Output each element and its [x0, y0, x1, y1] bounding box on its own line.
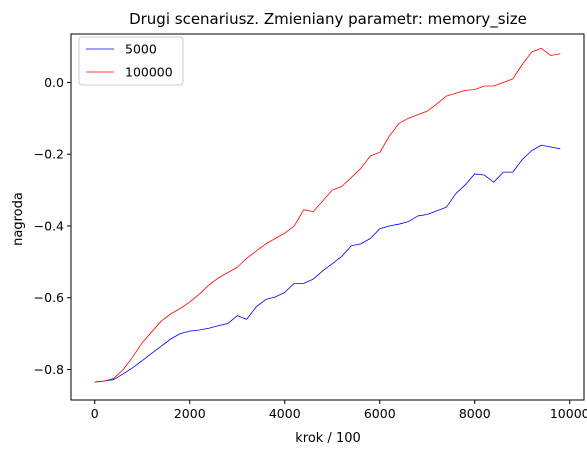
y-axis-label: nagroda: [11, 192, 26, 246]
legend-label-5000: 5000: [125, 42, 157, 57]
legend-label-100000: 100000: [125, 65, 173, 80]
x-tick-label: 0: [91, 406, 99, 421]
x-tick-label: 2000: [174, 406, 206, 421]
y-tick-label: −0.6: [34, 290, 64, 305]
y-tick-label: 0.0: [44, 75, 64, 90]
plot-frame: [70, 33, 585, 401]
series-line-100000: [94, 47, 561, 383]
x-tick-label: 4000: [269, 406, 301, 421]
chart-title: Drugi scenariusz. Zmieniany parametr: me…: [129, 10, 527, 29]
x-tick-label: 10000: [550, 406, 587, 421]
y-tick-label: −0.4: [34, 218, 64, 233]
y-tick-label: −0.2: [34, 147, 64, 162]
x-tick-label: 6000: [364, 406, 396, 421]
y-axis: −0.8 −0.6 −0.4 −0.2 0.0: [34, 75, 71, 377]
y-tick-label: −0.8: [34, 362, 64, 377]
plot-area: [70, 33, 585, 401]
series-line-5000: [94, 144, 561, 383]
x-axis: 0 2000 4000 6000 8000 10000: [91, 400, 587, 421]
x-axis-label: krok / 100: [295, 431, 361, 446]
x-tick-label: 8000: [459, 406, 491, 421]
legend: 5000 100000: [78, 36, 184, 86]
